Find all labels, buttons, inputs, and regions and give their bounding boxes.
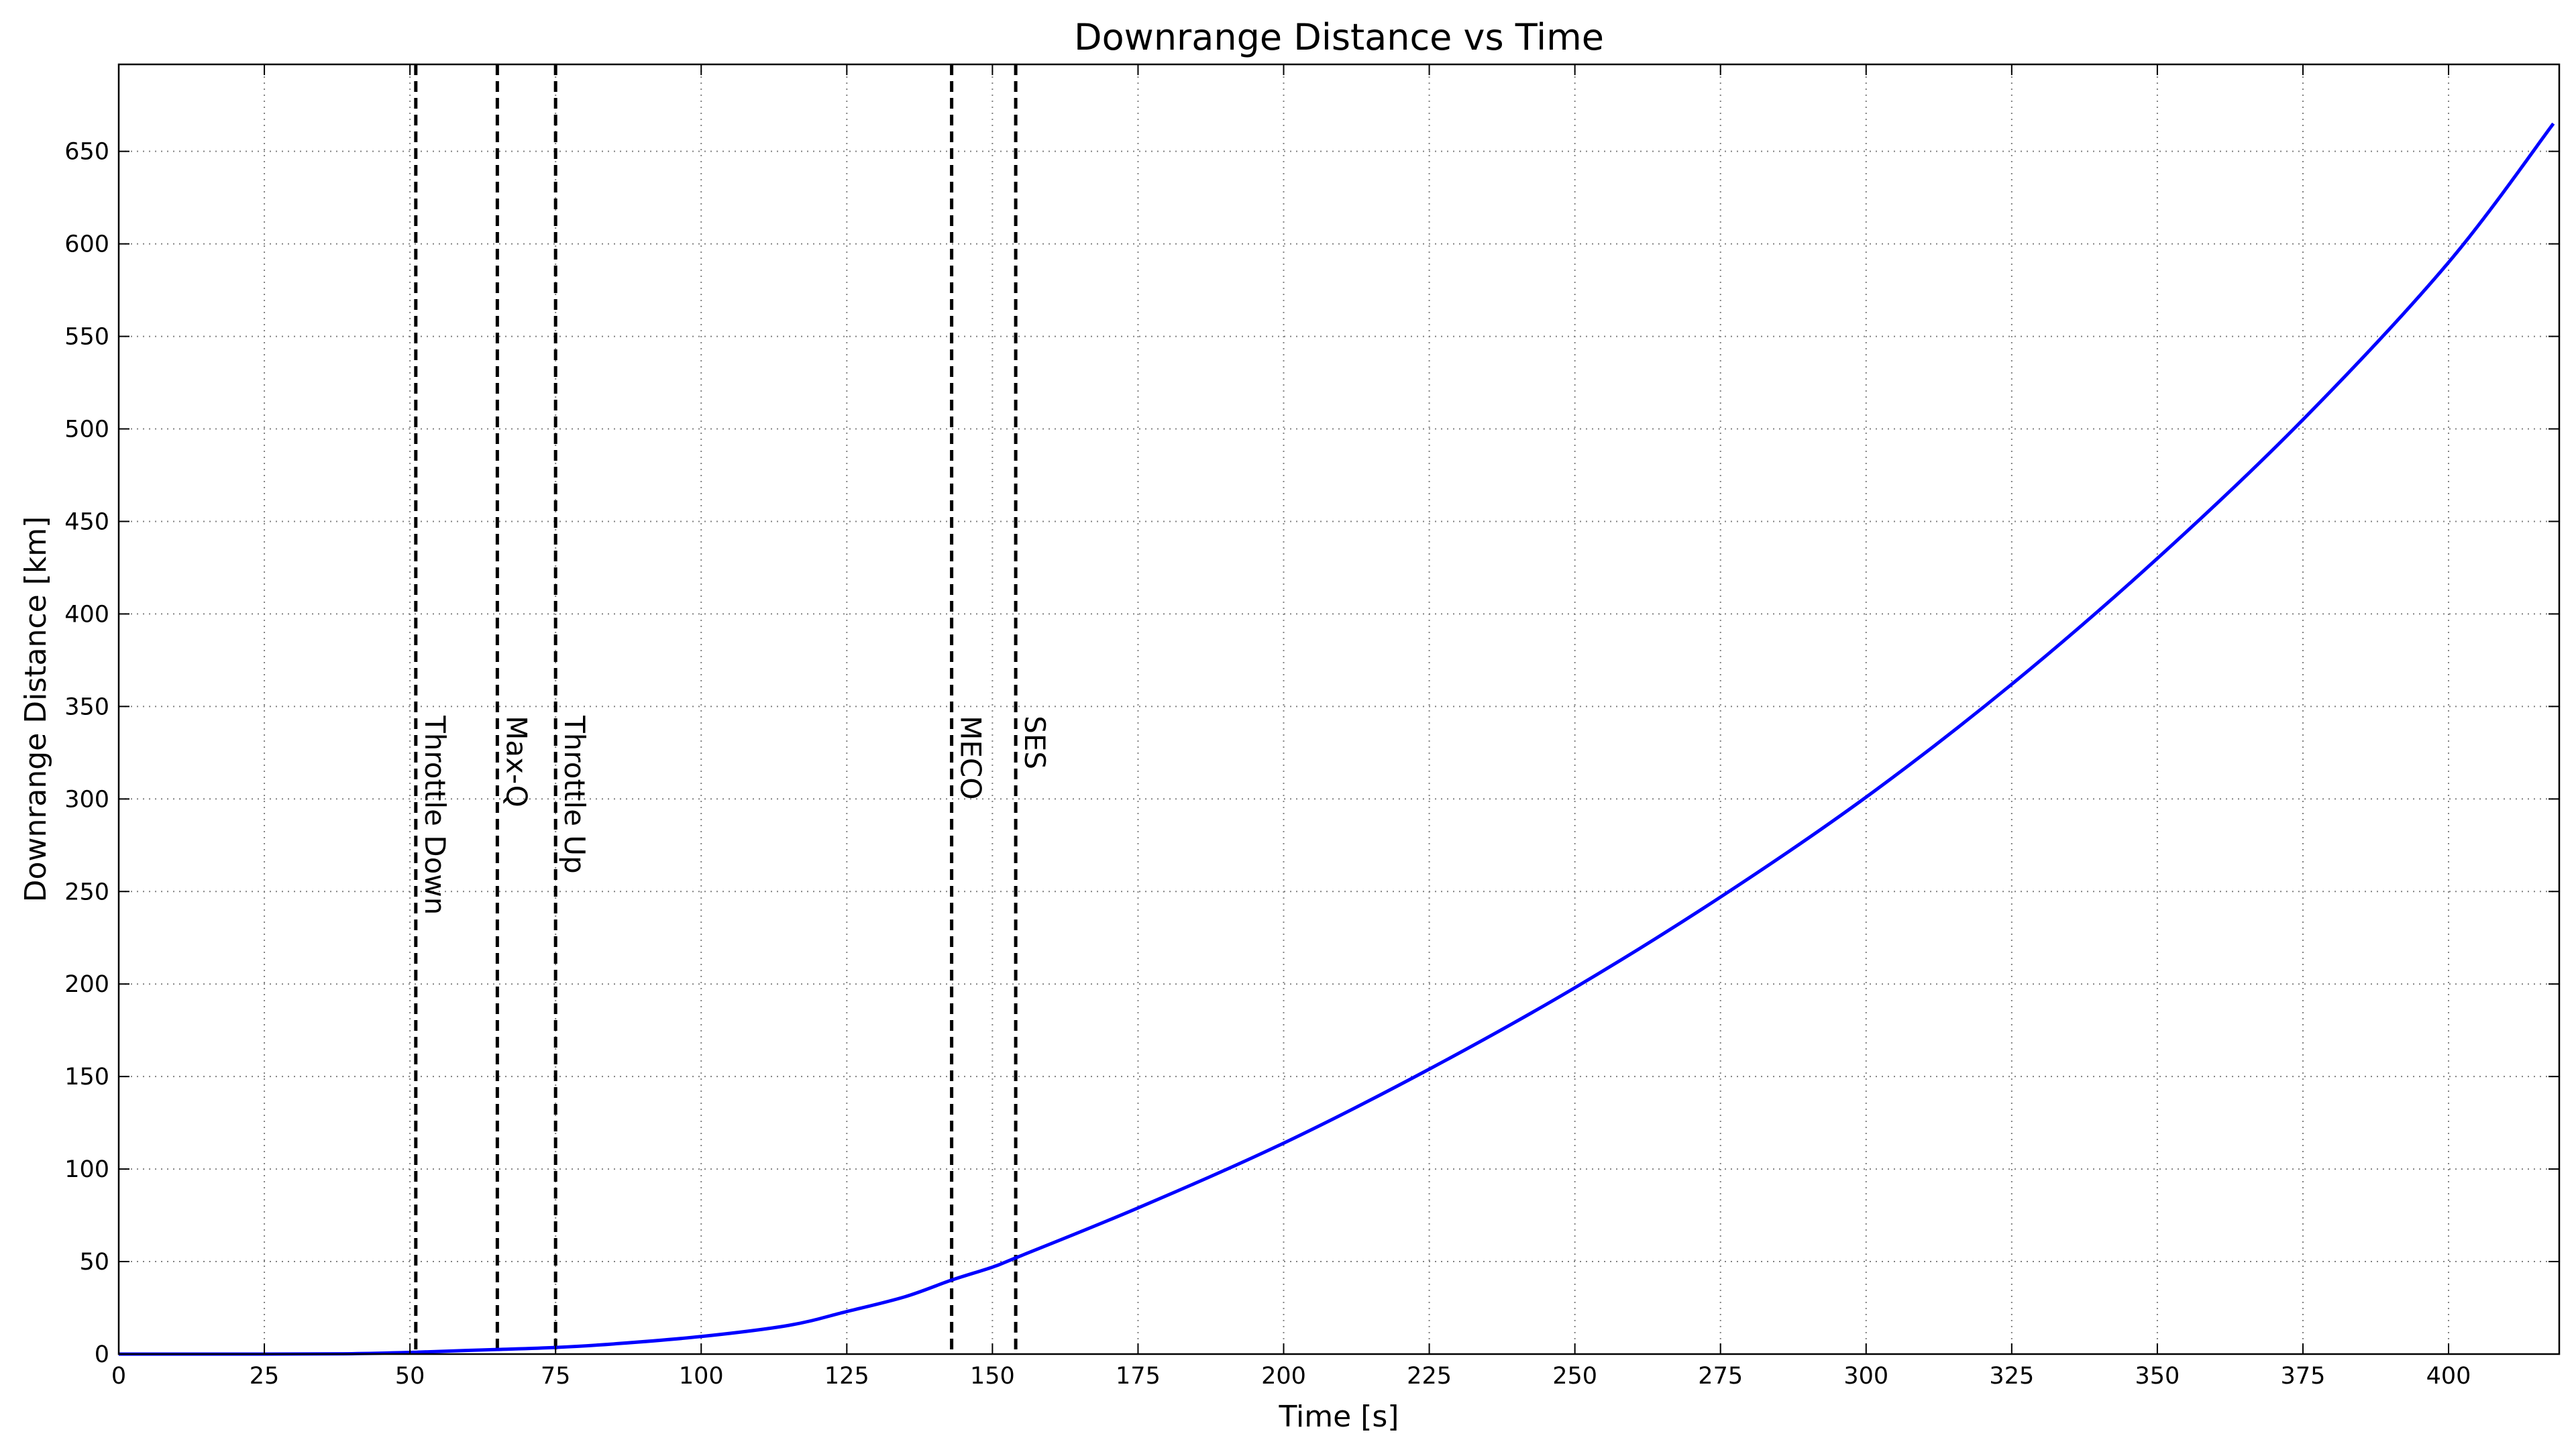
event-label: SES	[1018, 716, 1051, 769]
x-tick-label: 250	[1552, 1363, 1597, 1390]
y-tick-label: 600	[64, 231, 109, 258]
x-tick-label: 50	[395, 1363, 425, 1390]
event-label: Throttle Down	[419, 715, 451, 915]
y-axis-label: Downrange Distance [km]	[19, 516, 53, 903]
x-tick-label: 225	[1407, 1363, 1452, 1390]
x-tick-label: 25	[250, 1363, 280, 1390]
y-tick-label: 500	[64, 416, 109, 443]
x-tick-label: 150	[970, 1363, 1015, 1390]
y-tick-label: 350	[64, 693, 109, 720]
x-tick-label: 125	[824, 1363, 869, 1390]
y-tick-label: 450	[64, 508, 109, 535]
y-tick-label: 50	[79, 1249, 109, 1276]
chart-title: Downrange Distance vs Time	[1074, 16, 1604, 58]
grid-lines	[119, 64, 2559, 1354]
y-tick-label: 100	[64, 1156, 109, 1183]
y-tick-label: 550	[64, 324, 109, 351]
plot-frame	[119, 64, 2559, 1354]
x-tick-label: 325	[1989, 1363, 2034, 1390]
y-tick-label: 150	[64, 1064, 109, 1091]
x-tick-label: 300	[1843, 1363, 1888, 1390]
x-tick-label: 100	[679, 1363, 724, 1390]
event-label: MECO	[955, 716, 987, 799]
x-tick-label: 400	[2426, 1363, 2471, 1390]
x-tick-label: 0	[111, 1363, 126, 1390]
series-lines	[119, 123, 2553, 1354]
x-tick-label: 200	[1261, 1363, 1306, 1390]
event-markers: Throttle Down Max-Q Throttle Up MECO SES	[416, 64, 1051, 1354]
x-tick-label: 350	[2135, 1363, 2180, 1390]
y-tick-label: 250	[64, 879, 109, 905]
y-tick-label: 650	[64, 139, 109, 166]
y-tick-label: 300	[64, 786, 109, 813]
x-tick-label: 175	[1116, 1363, 1161, 1390]
event-label: Max-Q	[500, 716, 533, 807]
x-tick-label: 75	[541, 1363, 571, 1390]
event-label: Throttle Up	[558, 715, 591, 874]
y-tick-label: 200	[64, 971, 109, 998]
x-tick-label: 275	[1698, 1363, 1743, 1390]
y-tick-label: 400	[64, 601, 109, 628]
y-tick-label: 0	[95, 1341, 109, 1368]
series-line	[119, 123, 2553, 1354]
x-axis-label: Time [s]	[1279, 1400, 1399, 1434]
x-tick-label: 375	[2281, 1363, 2326, 1390]
